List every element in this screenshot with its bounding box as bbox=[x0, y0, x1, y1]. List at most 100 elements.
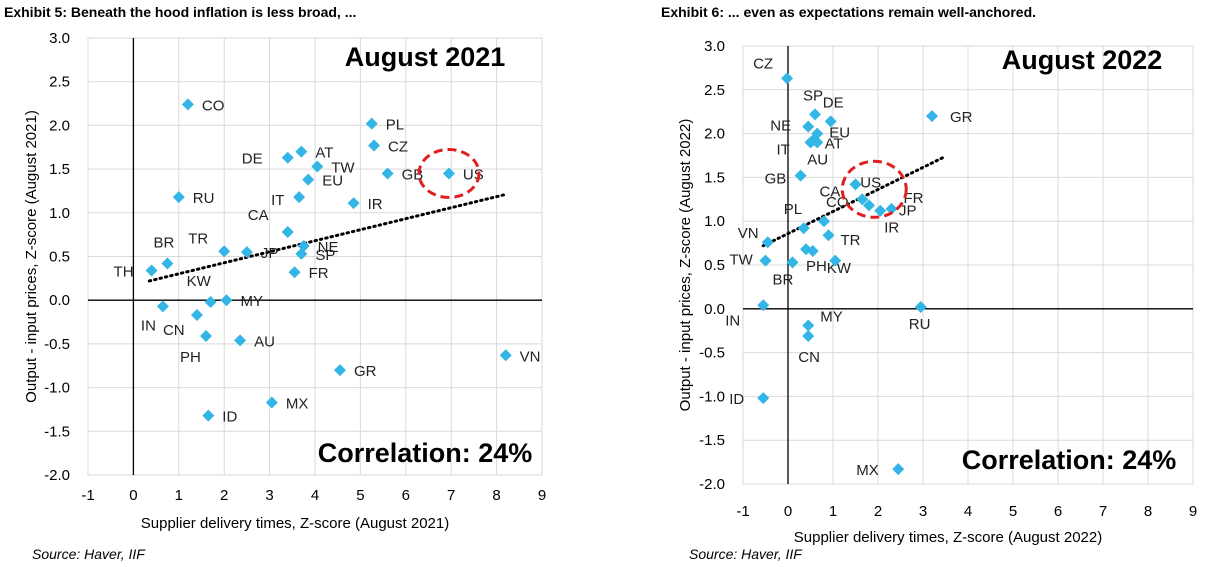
exhibit-6-point-cz bbox=[781, 72, 794, 85]
exhibit-6-point-sp bbox=[809, 108, 821, 121]
exhibit-5-x-tick-label: 8 bbox=[492, 487, 500, 504]
exhibit-6-period-annotation: August 2022 bbox=[1002, 45, 1163, 75]
exhibit-6-x-tick-label: 3 bbox=[919, 503, 927, 520]
exhibit-5-scatter-chart: -1 0 1 2 3 4 5 6 7 8 9 3.0 2.5 2.0 1.5 1.0 0.5 0.0 -0.5 -1.… bbox=[23, 30, 546, 532]
exhibit-5-point-label-sp: SP bbox=[315, 247, 335, 264]
exhibit-6-point-x1 bbox=[829, 254, 842, 267]
exhibit-6-point-label-tr: TR bbox=[841, 232, 861, 249]
exhibit-6-point-kw bbox=[806, 244, 819, 257]
exhibit-6-point-label-id: ID bbox=[729, 391, 744, 408]
exhibit-6-point-my bbox=[802, 319, 815, 332]
exhibit-5-point-it bbox=[293, 191, 306, 204]
exhibit-5-point-kw bbox=[204, 295, 217, 308]
exhibit-5-highlight-circle bbox=[417, 147, 481, 199]
exhibit-6-point-de bbox=[824, 115, 837, 128]
exhibit-5-point-gr bbox=[333, 364, 346, 377]
exhibit-6-point-label-cn: CN bbox=[798, 349, 820, 366]
exhibit-5-point-tr bbox=[218, 245, 231, 258]
exhibit-6-point-label-sp: SP bbox=[803, 87, 823, 104]
exhibit-5-point-label-mx: MX bbox=[286, 395, 309, 412]
exhibit-5-point-label-it: IT bbox=[271, 192, 284, 209]
exhibit-6-point-gb bbox=[794, 169, 807, 182]
exhibit-6-point-label-ph: PH bbox=[806, 258, 827, 275]
exhibit-6-point-label-gb: GB bbox=[765, 171, 787, 188]
exhibit-6-highlight-circle bbox=[840, 159, 908, 219]
exhibit-6-point-label-eu: EU bbox=[829, 125, 850, 142]
exhibit-6-point-ne bbox=[802, 120, 815, 133]
exhibit-5-point-label-pl: PL bbox=[386, 117, 404, 134]
exhibit-5-y-tick-label: -1.0 bbox=[44, 380, 70, 397]
exhibit-5-point-us bbox=[442, 167, 455, 180]
exhibit-5-x-tick-label: 5 bbox=[356, 487, 364, 504]
exhibit-5-point-label-kw: KW bbox=[187, 273, 212, 290]
exhibit-6-point-cn bbox=[802, 329, 815, 342]
exhibit-5-y-tick-label: -2.0 bbox=[44, 467, 70, 484]
exhibit-6-x-tick-label: 1 bbox=[829, 503, 837, 520]
exhibit-5-x-tick-label: 1 bbox=[175, 487, 183, 504]
exhibit-6-source: Source: Haver, IIF bbox=[689, 546, 802, 562]
exhibit-6-y-axis-title: Output - input prices, Z-score (August 2… bbox=[677, 119, 694, 412]
exhibit-5-x-tick-label: 9 bbox=[538, 487, 546, 504]
exhibit-5-source: Source: Haver, IIF bbox=[32, 546, 145, 562]
exhibit-5-point-label-gr: GR bbox=[354, 363, 377, 380]
exhibit-5-x-tick-label: 2 bbox=[220, 487, 228, 504]
exhibit-5-title: Exhibit 5: Beneath the hood inflation is… bbox=[4, 4, 357, 20]
exhibit-6-point-tw bbox=[759, 254, 772, 267]
exhibit-6-point-vn bbox=[761, 236, 774, 249]
exhibit-5-point-label-in: IN bbox=[141, 317, 156, 334]
exhibit-5-point-co bbox=[181, 98, 194, 111]
exhibit-5-point-cn bbox=[190, 309, 203, 322]
exhibit-5-point-label-ir: IR bbox=[368, 196, 383, 213]
exhibit-6-point-au bbox=[811, 136, 824, 149]
exhibit-5-point-label-fr: FR bbox=[309, 265, 329, 282]
exhibit-6-x-tick-label: 5 bbox=[1009, 503, 1017, 520]
exhibit-6-x-tick-label: 4 bbox=[964, 503, 972, 520]
exhibit-5-point-ir bbox=[347, 197, 360, 210]
exhibit-6-point-label-de: DE bbox=[823, 94, 844, 111]
exhibit-6-point-ca bbox=[849, 178, 862, 191]
exhibit-5-point-th bbox=[145, 264, 158, 277]
exhibit-5-point-label-my: MY bbox=[240, 293, 263, 310]
exhibit-5-point-label-co: CO bbox=[202, 97, 225, 114]
exhibit-5-y-tick-label: 0.0 bbox=[49, 292, 70, 309]
exhibit-5-point-label-ph: PH bbox=[180, 349, 201, 366]
exhibit-5-point-label-br: BR bbox=[153, 234, 174, 251]
exhibit-6-point-gr bbox=[926, 110, 938, 123]
exhibit-5-point-label-cz: CZ bbox=[388, 139, 408, 156]
exhibit-5-point-in bbox=[156, 300, 169, 313]
exhibit-5-point-label-ru: RU bbox=[193, 190, 215, 207]
exhibit-5-point-label-ne: NE bbox=[318, 239, 339, 256]
exhibit-6-point-label-ca: CA bbox=[820, 183, 841, 200]
exhibit-5-x-tick-label: 4 bbox=[311, 487, 319, 504]
exhibit-6-point-it bbox=[804, 136, 817, 149]
exhibit-6-x-tick-label: -1 bbox=[736, 503, 749, 520]
exhibit-6-point-label-in: IN bbox=[725, 312, 740, 329]
exhibit-5-point-pl bbox=[365, 117, 378, 130]
exhibit-6-point-ru bbox=[914, 301, 927, 314]
exhibit-6-y-tick-label: 1.5 bbox=[704, 169, 725, 186]
exhibit-5-trend-line bbox=[147, 192, 508, 283]
exhibit-6-y-tick-label: 0.5 bbox=[704, 257, 725, 274]
exhibit-5-point-sp bbox=[295, 247, 308, 260]
exhibit-5-point-label-th: TH bbox=[114, 263, 134, 280]
exhibit-6-x-tick-label: 2 bbox=[874, 503, 882, 520]
exhibit-6-point-in bbox=[757, 299, 770, 312]
exhibit-6-y-tick-label: 2.5 bbox=[704, 82, 725, 99]
exhibit-6-point-us bbox=[856, 193, 869, 206]
exhibit-6-point-label-vn: VN bbox=[738, 225, 759, 242]
exhibit-5-point-de bbox=[281, 151, 294, 164]
exhibit-5-point-label-vn: VN bbox=[520, 348, 541, 365]
exhibit-6-point-label-tw: TW bbox=[730, 252, 754, 269]
exhibit-6-x-tick-label: 0 bbox=[784, 503, 792, 520]
exhibit-5-correlation-annotation: Correlation: 24% bbox=[318, 438, 533, 468]
exhibit-6-point-mx bbox=[892, 463, 905, 476]
exhibit-6-correlation-annotation: Correlation: 24% bbox=[962, 445, 1177, 475]
exhibit-5-point-cz bbox=[368, 139, 381, 152]
exhibit-5-point-ca bbox=[281, 226, 294, 239]
exhibit-6-point-label-mx: MX bbox=[856, 462, 879, 479]
exhibit-6-point-label-br: BR bbox=[773, 271, 794, 288]
exhibit-6-y-tick-label: -2.0 bbox=[699, 476, 725, 493]
exhibit-5-point-br bbox=[161, 257, 174, 270]
exhibit-6-x-axis-title: Supplier delivery times, Z-score (August… bbox=[794, 529, 1102, 546]
exhibit-6-point-label-cz: CZ bbox=[753, 55, 773, 72]
